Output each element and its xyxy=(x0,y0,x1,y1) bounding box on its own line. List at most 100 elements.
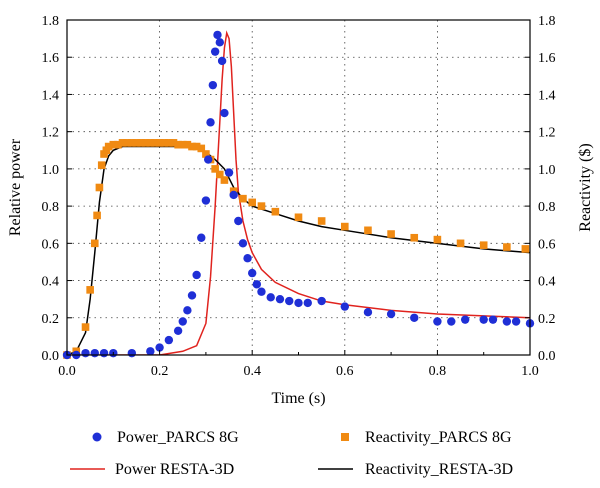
data-point-power-parcs-8g xyxy=(155,343,164,352)
data-point-power-parcs-8g xyxy=(234,216,243,226)
data-point-reactivity-parcs-8g xyxy=(239,194,247,203)
y2-tick-label: 1.0 xyxy=(538,163,556,178)
legend-item-power-resta: Power RESTA-3D xyxy=(70,461,234,478)
data-point-power-parcs-8g xyxy=(488,315,498,324)
data-point-power-parcs-8g xyxy=(433,317,442,326)
data-point-reactivity-parcs-8g xyxy=(215,170,224,179)
x-axis-title: Time (s) xyxy=(271,390,325,407)
data-point-reactivity-parcs-8g xyxy=(86,286,94,294)
data-point-reactivity-parcs-8g xyxy=(188,142,196,151)
data-point-reactivity-parcs-8g xyxy=(146,139,155,147)
data-point-reactivity-parcs-8g xyxy=(503,243,511,251)
y2-axis-title: Reactivity ($) xyxy=(577,143,594,231)
data-point-power-parcs-8g xyxy=(294,298,303,308)
data-point-power-parcs-8g xyxy=(206,118,215,127)
x-tick-label: 0.4 xyxy=(243,364,261,379)
data-point-reactivity-parcs-8g xyxy=(456,239,465,248)
data-point-reactivity-parcs-8g xyxy=(211,165,219,173)
data-point-power-parcs-8g xyxy=(229,190,238,200)
data-point-reactivity-parcs-8g xyxy=(155,139,164,147)
data-point-power-parcs-8g xyxy=(201,196,211,205)
data-point-power-parcs-8g xyxy=(248,268,257,278)
legend-marker-power-parcs xyxy=(92,432,102,442)
data-point-power-parcs-8g xyxy=(243,254,252,263)
data-point-reactivity-parcs-8g xyxy=(341,222,349,231)
y2-tick-label: 0.0 xyxy=(538,349,556,364)
data-point-reactivity-parcs-8g xyxy=(104,142,113,151)
data-point-reactivity-parcs-8g xyxy=(317,217,326,225)
y-tick-label: 1.6 xyxy=(42,51,60,66)
y-tick-label: 1.2 xyxy=(42,126,60,141)
data-point-power-parcs-8g xyxy=(204,155,213,164)
data-point-reactivity-parcs-8g xyxy=(433,235,442,244)
data-point-reactivity-parcs-8g xyxy=(118,139,127,147)
data-point-power-parcs-8g xyxy=(386,309,396,319)
legend-label-reactivity-resta: Reactivity_RESTA-3D xyxy=(365,461,513,478)
data-point-reactivity-parcs-8g xyxy=(294,213,303,222)
axis-ticks: 0.0 0.2 0.4 0.6 0.8 1.00.00.20.40.60.81.01.21… xyxy=(42,14,556,379)
data-point-power-parcs-8g xyxy=(410,313,419,322)
y2-tick-label: 1.6 xyxy=(538,51,556,66)
data-point-power-parcs-8g xyxy=(187,291,197,300)
data-point-power-parcs-8g xyxy=(460,315,470,324)
data-point-power-parcs-8g xyxy=(192,270,201,280)
data-point-reactivity-parcs-8g xyxy=(387,230,395,238)
data-point-power-parcs-8g xyxy=(99,348,109,358)
y-axis-title: Relative power xyxy=(7,138,24,236)
y-tick-label: 0.4 xyxy=(42,275,60,290)
data-point-reactivity-parcs-8g xyxy=(109,140,118,149)
data-point-power-parcs-8g xyxy=(252,280,262,289)
data-point-reactivity-parcs-8g xyxy=(364,226,372,235)
legend-item-reactivity-resta: Reactivity_RESTA-3D xyxy=(318,461,513,478)
x-tick-label: 0.6 xyxy=(336,364,354,379)
data-point-power-parcs-8g xyxy=(164,335,174,345)
legend-label-power-resta: Power RESTA-3D xyxy=(115,461,234,478)
data-point-reactivity-parcs-8g xyxy=(271,207,280,216)
data-point-power-parcs-8g xyxy=(266,293,275,302)
data-point-power-parcs-8g xyxy=(210,47,220,56)
series-power-parcs-8g xyxy=(62,30,535,360)
legend-item-reactivity-parcs: Reactivity_PARCS 8G xyxy=(341,429,512,446)
y-tick-label: 0.6 xyxy=(42,237,60,252)
data-point-reactivity-parcs-8g xyxy=(410,233,419,242)
data-point-power-parcs-8g xyxy=(127,348,137,358)
y-tick-label: 1.0 xyxy=(42,163,60,178)
data-point-reactivity-parcs-8g xyxy=(257,202,266,210)
data-point-power-parcs-8g xyxy=(81,348,90,358)
data-point-reactivity-parcs-8g xyxy=(90,239,99,248)
data-point-reactivity-parcs-8g xyxy=(521,245,530,253)
data-point-reactivity-parcs-8g xyxy=(95,183,104,192)
y2-tick-label: 0.4 xyxy=(538,275,556,290)
data-point-power-parcs-8g xyxy=(213,30,222,40)
data-point-reactivity-parcs-8g xyxy=(93,211,101,220)
data-point-power-parcs-8g xyxy=(215,38,224,47)
data-point-reactivity-parcs-8g xyxy=(479,241,488,249)
data-point-power-parcs-8g xyxy=(317,296,326,306)
data-point-power-parcs-8g xyxy=(217,56,227,66)
legend: Power_PARCS 8G Reactivity_PARCS 8G Power… xyxy=(70,429,513,478)
data-point-power-parcs-8g xyxy=(220,108,229,118)
data-point-power-parcs-8g xyxy=(502,317,512,326)
data-point-reactivity-parcs-8g xyxy=(220,176,229,184)
data-point-reactivity-parcs-8g xyxy=(192,142,201,151)
data-point-power-parcs-8g xyxy=(447,317,456,326)
data-point-power-parcs-8g xyxy=(511,317,521,326)
data-point-reactivity-parcs-8g xyxy=(137,139,145,147)
data-point-power-parcs-8g xyxy=(257,287,266,296)
data-point-power-parcs-8g xyxy=(90,348,99,358)
data-point-power-parcs-8g xyxy=(285,296,294,306)
data-point-power-parcs-8g xyxy=(340,302,349,311)
series-line-power-resta-3d xyxy=(67,30,530,355)
data-point-reactivity-parcs-8g xyxy=(169,139,178,147)
data-point-reactivity-parcs-8g xyxy=(123,139,131,147)
data-point-power-parcs-8g xyxy=(183,306,192,315)
x-tick-label: 1.0 xyxy=(521,364,539,379)
y-tick-label: 0.2 xyxy=(42,312,60,327)
data-point-reactivity-parcs-8g xyxy=(165,139,173,147)
data-point-power-parcs-8g xyxy=(173,326,183,336)
y-tick-label: 1.8 xyxy=(42,14,60,29)
data-point-reactivity-parcs-8g xyxy=(114,140,122,149)
y2-tick-label: 0.2 xyxy=(538,312,556,327)
data-point-power-parcs-8g xyxy=(363,307,373,317)
x-tick-label: 0.0 xyxy=(58,364,76,379)
